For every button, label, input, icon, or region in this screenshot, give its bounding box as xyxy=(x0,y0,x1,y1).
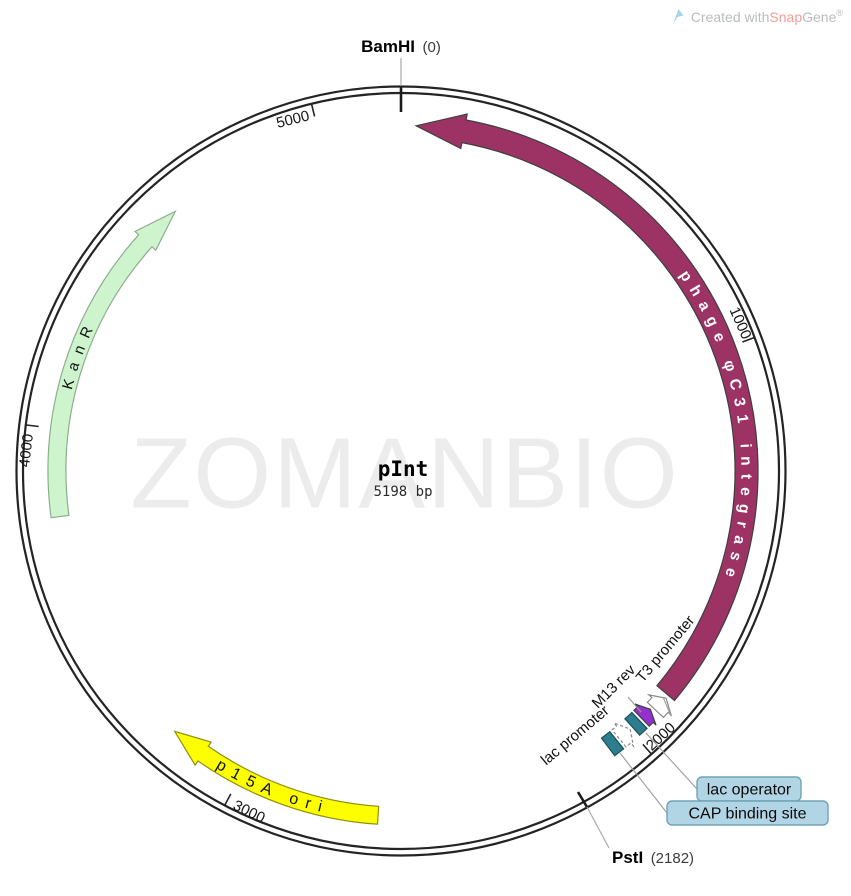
cap-binding-site-callout-box[interactable] xyxy=(666,800,829,826)
snapgene-logo-icon xyxy=(672,9,684,24)
feature-band-p15a-ori[interactable] xyxy=(173,730,380,825)
enzyme-label-psti[interactable]: PstI (2182) xyxy=(612,848,694,867)
position-tick-1000 xyxy=(742,336,755,343)
lac-operator-callout-leader xyxy=(645,732,698,790)
m13-rev-label[interactable]: M13 rev xyxy=(589,661,640,712)
enzyme-label-bamhi[interactable]: BamHI (0) xyxy=(361,37,441,56)
feature-band-lac-operator[interactable] xyxy=(624,711,648,736)
position-tick-2000 xyxy=(642,743,652,755)
lac-operator-callout-text[interactable]: lac operator xyxy=(707,782,792,799)
feature-band-t3-promoter[interactable] xyxy=(646,693,673,719)
small-feature-leader-0 xyxy=(627,696,642,713)
credit-registered-mark: ® xyxy=(836,7,843,18)
watermark: ZOMANBIO xyxy=(130,417,680,530)
position-tick-label-3000: 3000 xyxy=(230,797,267,827)
credit-suffix: Gene xyxy=(802,8,837,25)
position-tick-label-5000: 5000 xyxy=(275,107,311,132)
lac-promoter-label[interactable]: lac promoter xyxy=(538,702,613,769)
position-tick-4000 xyxy=(26,424,39,428)
plasmid-name: pInt xyxy=(377,457,429,481)
credit-brand: Snap xyxy=(769,8,803,25)
cap-binding-site-callout-leader xyxy=(619,752,668,814)
feature-band-phage-phic31-integrase[interactable] xyxy=(414,113,759,702)
position-tick-5000 xyxy=(310,104,316,117)
snapgene-credit: Created with Snap Gene ® xyxy=(672,8,843,25)
position-tick-3000 xyxy=(224,793,232,806)
plasmid-title-block: pInt 5198 bp xyxy=(373,457,432,500)
cap-binding-site-callout-text[interactable]: CAP binding site xyxy=(689,806,807,823)
enzyme-leader-psti xyxy=(586,806,610,849)
plasmid-length: 5198 bp xyxy=(373,484,433,500)
position-tick-label-4000: 4000 xyxy=(16,433,37,468)
small-feature-leader-1 xyxy=(662,696,672,717)
credit-prefix: Created with xyxy=(690,8,770,25)
feature-band-lac-promoter[interactable] xyxy=(611,721,635,749)
enzyme-site-tick-psti xyxy=(576,791,589,808)
feature-band-cap-binding-site[interactable] xyxy=(600,730,625,757)
feature-band-kanr[interactable] xyxy=(47,210,177,519)
